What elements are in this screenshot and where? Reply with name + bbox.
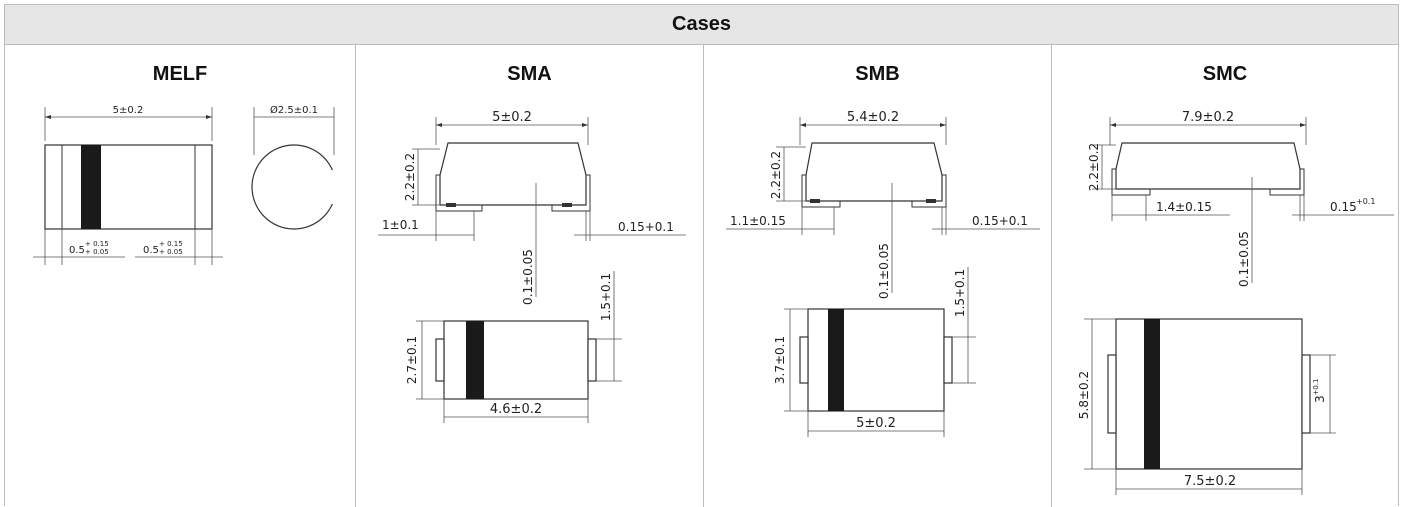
sma-standoff-label: 0.1±0.05	[521, 249, 535, 305]
svg-text:+ 0.15: + 0.15	[159, 240, 183, 248]
sma-length-label: 5±0.2	[492, 110, 532, 125]
column-title: SMC	[1202, 63, 1248, 85]
melf-end-view	[251, 144, 337, 230]
column-smc: SMC 7.9±0.2 2.2±0.2 1.4±0.15 0.15 +0.1	[1052, 45, 1398, 507]
melf-diameter-label: Ø2.5±0.1	[270, 104, 318, 116]
column-smb: SMB 5.4±0.2 2.2±0.2 1.1±0.15 0.15+0.1	[704, 45, 1052, 507]
melf-length-label: 5±0.2	[113, 105, 144, 116]
smb-leadw-label: 1.5+0.1	[953, 269, 967, 317]
svg-text:+ 0.05: + 0.05	[85, 248, 109, 256]
sma-bodylen-label: 4.6±0.2	[490, 402, 542, 417]
header-title: Cases	[672, 13, 731, 35]
melf-cap-left: 0.5	[69, 245, 85, 256]
sma-height-label: 2.2±0.2	[403, 153, 417, 201]
smc-leadw-label: 3	[1313, 395, 1327, 403]
sma-width-label: 2.7±0.1	[405, 336, 419, 384]
polarity-band	[81, 145, 101, 229]
svg-text:+ 0.15: + 0.15	[85, 240, 109, 248]
polarity-band	[828, 309, 844, 411]
smb-drawing: 5.4±0.2 2.2±0.2 1.1±0.15 0.15+0.1 0.1±0.…	[726, 110, 1040, 437]
smb-height-label: 2.2±0.2	[769, 151, 783, 199]
column-title: MELF	[152, 63, 208, 85]
polarity-band	[466, 321, 484, 399]
polarity-band	[1144, 319, 1160, 469]
smc-width-label: 5.8±0.2	[1077, 371, 1091, 419]
svg-text:+0.1: +0.1	[1356, 197, 1375, 206]
sma-drawing: 5±0.2 2.2±0.2 1±0.1 0.15+0.1 0.1±0.0	[378, 110, 686, 423]
smb-length-label: 5.4±0.2	[847, 110, 899, 125]
sma-lead-label: 1±0.1	[382, 218, 419, 232]
svg-text:+ 0.05: + 0.05	[159, 248, 183, 256]
smc-leadt-label: 0.15	[1330, 200, 1357, 214]
smb-lead-label: 1.1±0.15	[730, 214, 786, 228]
cases-table: Cases MELF 5±0.2 0.5 + 0.15 + 0.05	[4, 4, 1399, 507]
smc-bodylen-label: 7.5±0.2	[1184, 474, 1236, 489]
smb-leadt-label: 0.15+0.1	[972, 214, 1028, 228]
melf-drawing: 5±0.2 0.5 + 0.15 + 0.05 0.5 + 0.15 + 0.0…	[33, 104, 341, 265]
table-header: Cases	[5, 5, 1398, 45]
sma-leadt-label: 0.15+0.1	[618, 220, 674, 234]
sma-leadw-label: 1.5+0.1	[599, 273, 613, 321]
smb-standoff-label: 0.1±0.05	[877, 243, 891, 299]
column-melf: MELF 5±0.2 0.5 + 0.15 + 0.05 0.5	[5, 45, 356, 507]
smc-lead-label: 1.4±0.15	[1156, 200, 1212, 214]
melf-cap-right: 0.5	[143, 245, 159, 256]
smc-height-label: 2.2±0.2	[1087, 143, 1101, 191]
column-sma: SMA 5±0.2 2.2±0.2 1±0.1	[356, 45, 704, 507]
smb-width-label: 3.7±0.1	[773, 336, 787, 384]
column-title: SMB	[855, 63, 900, 85]
smb-bodylen-label: 5±0.2	[856, 416, 896, 431]
svg-text:+0.1: +0.1	[1312, 379, 1320, 396]
smc-standoff-label: 0.1±0.05	[1237, 231, 1251, 287]
column-title: SMA	[507, 63, 552, 85]
smc-length-label: 7.9±0.2	[1182, 110, 1234, 125]
smc-drawing: 7.9±0.2 2.2±0.2 1.4±0.15 0.15 +0.1 0.1±0…	[1077, 110, 1394, 495]
